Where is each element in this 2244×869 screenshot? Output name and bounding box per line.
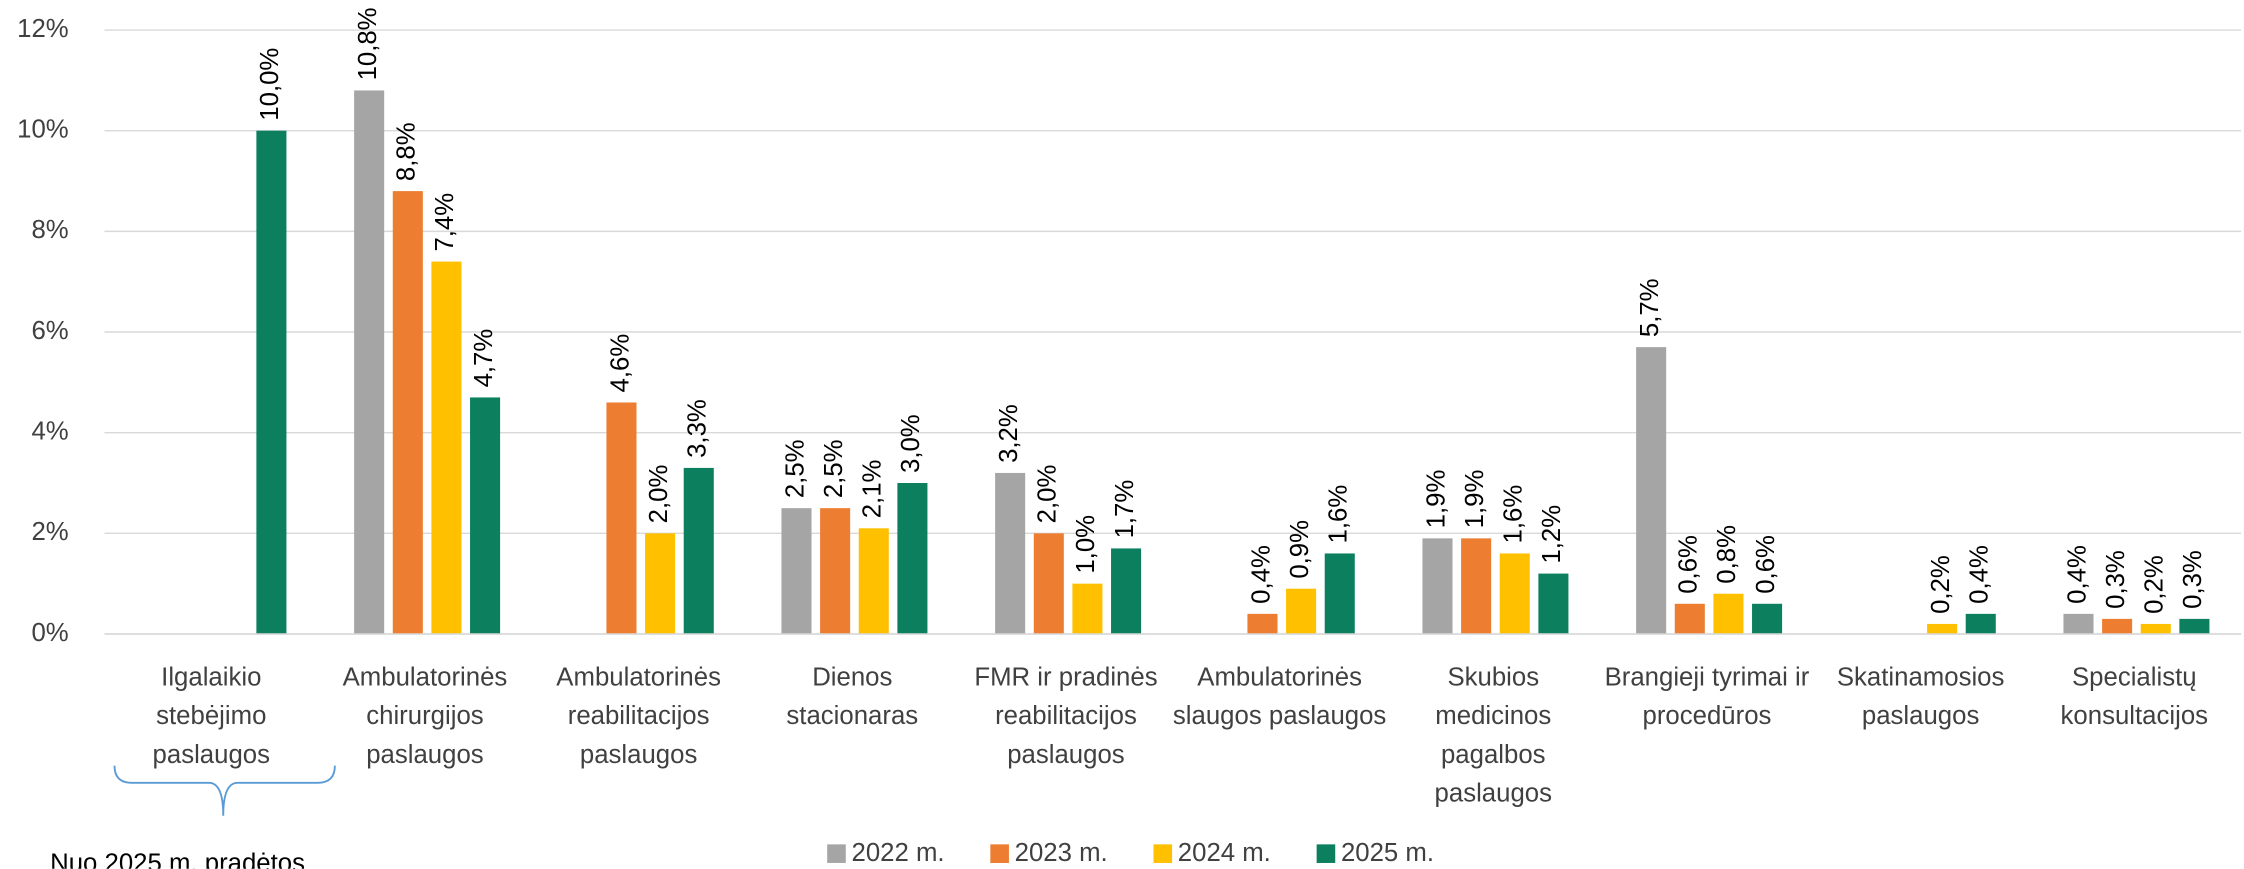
- x-tick-label: Skubios medicinos pagalbos paslaugos: [1434, 662, 1553, 808]
- bar: [645, 533, 676, 634]
- bar: [1247, 613, 1278, 634]
- legend-swatch: [827, 844, 846, 863]
- legend-swatch: [990, 844, 1009, 863]
- bar: [1461, 538, 1492, 634]
- data-label: 4,6%: [606, 334, 634, 393]
- bar: [1927, 623, 1958, 634]
- data-label: 4,7%: [470, 329, 498, 388]
- data-label: 8,8%: [393, 122, 421, 181]
- bar: [470, 397, 501, 634]
- bar: [1636, 347, 1667, 634]
- bar: [1965, 613, 1996, 634]
- x-tick-label: Skatinamosios paslaugos: [1836, 662, 2005, 730]
- bar: [1111, 548, 1142, 634]
- x-tick-label: Specialistų konsultacijos: [2060, 662, 2209, 730]
- legend-label: 2023 m.: [1015, 839, 1108, 867]
- data-label: 0,2%: [1927, 555, 1955, 614]
- bar: [1674, 603, 1705, 634]
- x-tick-label: Brangieji tyrimai ir procedūros: [1604, 662, 1810, 730]
- bar: [820, 508, 851, 634]
- data-label: 1,2%: [1538, 505, 1566, 564]
- data-label: 1,6%: [1325, 485, 1353, 544]
- legend-swatch: [1153, 844, 1173, 863]
- data-label: 0,6%: [1675, 535, 1703, 594]
- data-label: 0,8%: [1713, 525, 1741, 584]
- x-tick-label: Ilgalaikio stebėjimo paslaugos: [152, 662, 271, 769]
- data-label: 1,9%: [1461, 470, 1489, 529]
- legend-label: 2025 m.: [1341, 839, 1434, 867]
- data-label: 3,3%: [684, 399, 712, 458]
- bar: [781, 508, 812, 634]
- bar: [606, 402, 637, 634]
- data-label: 2,5%: [820, 439, 848, 498]
- bar: [1499, 553, 1530, 634]
- data-label: 10,0%: [256, 48, 284, 121]
- data-label: 10,8%: [354, 7, 382, 80]
- bar: [2102, 618, 2133, 634]
- data-label: 0,2%: [2141, 555, 2169, 614]
- legend-swatch: [1316, 844, 1336, 863]
- data-label: 0,4%: [1247, 545, 1275, 604]
- y-tick-label: 0%: [31, 619, 68, 647]
- data-label: 0,6%: [1752, 535, 1780, 594]
- y-tick-label: 12%: [17, 15, 69, 43]
- x-tick-label: FMR ir pradinės reabilitacijos paslaugos: [974, 662, 1158, 769]
- bar: [683, 467, 714, 634]
- bar: [1422, 538, 1453, 634]
- bar: [858, 528, 889, 634]
- x-tick-label: Dienos stacionaras: [786, 662, 919, 730]
- data-label: 2,0%: [1034, 465, 1062, 524]
- legend-label: 2024 m.: [1178, 839, 1271, 867]
- bar: [256, 130, 287, 634]
- data-label: 2,1%: [859, 460, 887, 519]
- bar: [354, 90, 385, 634]
- data-label: 0,3%: [2179, 550, 2207, 609]
- data-label: 1,6%: [1500, 485, 1528, 544]
- x-tick-label: Ambulatorinės chirurgijos paslaugos: [342, 662, 508, 769]
- data-label: 3,2%: [995, 404, 1023, 463]
- y-tick-label: 8%: [31, 216, 68, 244]
- bar: [2140, 623, 2171, 634]
- bar: [2063, 613, 2094, 634]
- brace: [113, 765, 336, 816]
- data-label: 0,4%: [1966, 545, 1994, 604]
- bar: [995, 472, 1026, 634]
- bar: [1324, 553, 1355, 634]
- x-tick-label: Ambulatorinės reabilitacijos paslaugos: [556, 662, 721, 769]
- x-tick-label: Ambulatorinės slaugos paslaugos: [1172, 662, 1387, 730]
- data-label: 0,9%: [1286, 520, 1314, 579]
- bar: [1752, 603, 1783, 634]
- bar: [2179, 618, 2210, 634]
- data-label: 2,5%: [781, 439, 809, 498]
- bar: [1538, 573, 1569, 634]
- data-label: 7,4%: [431, 193, 459, 252]
- data-label: 0,4%: [2063, 545, 2091, 604]
- data-label: 1,0%: [1072, 515, 1100, 574]
- y-tick-label: 6%: [31, 317, 68, 345]
- annotation: Nuo 2025 m. pradėtos: [50, 848, 306, 869]
- data-label: 3,0%: [897, 414, 925, 473]
- y-tick-label: 10%: [17, 116, 69, 144]
- data-label: 0,3%: [2102, 550, 2130, 609]
- data-label: 5,7%: [1636, 278, 1664, 337]
- legend-label: 2022 m.: [852, 839, 945, 867]
- data-label: 2,0%: [645, 465, 673, 524]
- bar: [897, 483, 928, 634]
- bar: [431, 261, 462, 634]
- data-label: 1,7%: [1111, 480, 1139, 539]
- bar: [1033, 533, 1064, 634]
- bar: [392, 191, 423, 634]
- bar: [1072, 583, 1103, 634]
- y-tick-label: 4%: [31, 417, 68, 445]
- bar: [1286, 588, 1317, 634]
- data-label: 1,9%: [1422, 470, 1450, 529]
- y-tick-label: 2%: [31, 518, 68, 546]
- bar: [1713, 593, 1744, 634]
